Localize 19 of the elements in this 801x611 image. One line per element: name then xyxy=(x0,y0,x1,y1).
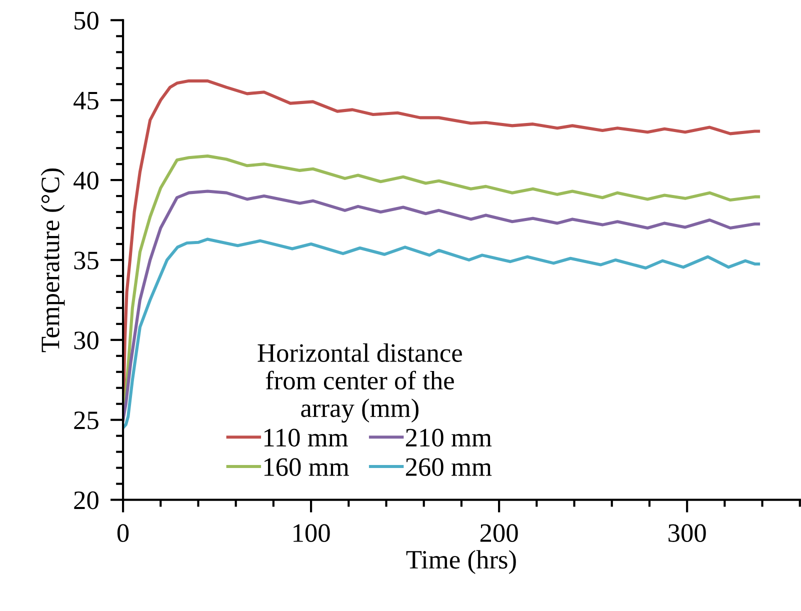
x-axis-title: Time (hrs) xyxy=(406,550,516,574)
x-tick-label: 0 xyxy=(117,524,129,542)
legend-label: 210 mm xyxy=(406,428,492,447)
y-tick-label: 20 xyxy=(74,491,98,510)
y-tick-label: 45 xyxy=(74,92,98,110)
x-tick-label: 300 xyxy=(668,524,706,542)
legend-label: 160 mm xyxy=(264,458,349,476)
y-tick-label: 25 xyxy=(74,412,98,430)
x-tick-label: 200 xyxy=(480,524,518,542)
x-tick-label: 100 xyxy=(294,524,330,542)
y-tick-label: 40 xyxy=(74,172,98,190)
y-tick-label: 35 xyxy=(74,252,98,270)
legend-title: Horizontal distance from center of the array (mm) xyxy=(258,343,462,423)
y-tick-label: 50 xyxy=(74,12,98,30)
legend-label: 260 mm xyxy=(406,458,492,476)
line-series xyxy=(123,238,760,430)
y-tick-label: 30 xyxy=(74,332,98,350)
legend-label: 110 mm xyxy=(264,428,348,447)
y-axis-title: Temperature (°C) xyxy=(40,168,65,352)
